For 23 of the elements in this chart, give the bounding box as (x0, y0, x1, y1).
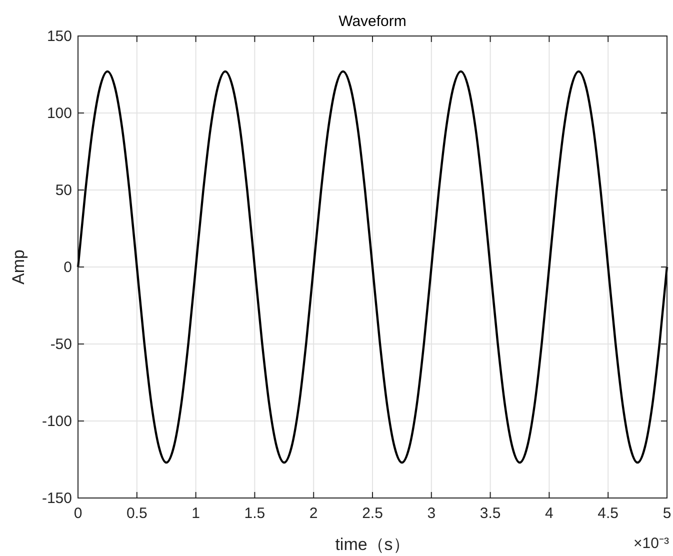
y-axis-title: Amp (9, 250, 28, 284)
y-tick-label: 50 (55, 182, 72, 199)
line-series (76, 70, 668, 464)
x-tick-label: 1 (192, 505, 200, 522)
x-tick-label: 4.5 (598, 505, 619, 522)
x-tick-label: 0 (74, 505, 82, 522)
x-tick-label: 5 (662, 505, 672, 522)
x-tick-label: 1.5 (244, 505, 266, 522)
chart-title: Waveform (338, 13, 406, 30)
y-tick-label: -100 (42, 413, 72, 430)
x-axis-title: time（s） (335, 535, 410, 554)
x-tick-label: 2.5 (362, 505, 383, 522)
x-tick-label: 3 (427, 505, 436, 522)
y-tick-label: 0 (64, 259, 72, 276)
y-tick-label: 100 (46, 105, 72, 122)
text: ×10⁻³ (634, 535, 669, 552)
y-tick-label: -50 (50, 336, 72, 353)
x-tick-label: 3.5 (480, 505, 501, 522)
x-tick-label: 2 (309, 505, 318, 522)
y-tick-label: -150 (42, 490, 72, 507)
x-tick-label: 0.5 (126, 505, 148, 522)
y-tick-label: 150 (46, 28, 72, 45)
x-tick-label: 4 (545, 505, 554, 522)
